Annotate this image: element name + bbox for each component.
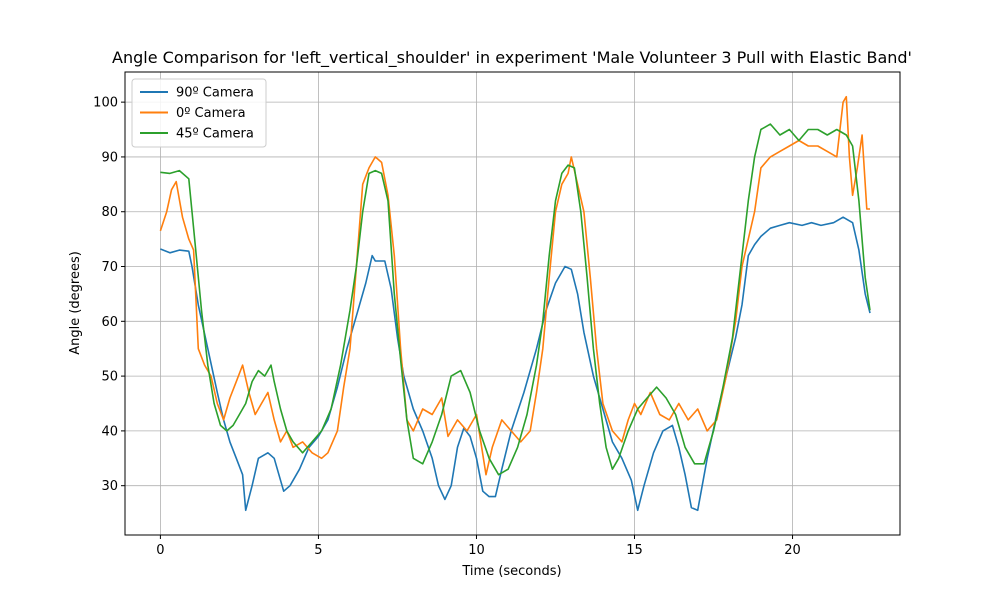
x-axis-label: Time (seconds) <box>461 564 561 579</box>
series-line-3 <box>160 123 871 476</box>
legend-label-3: 45º Camera <box>176 127 254 142</box>
y-tick-label: 100 <box>93 96 118 111</box>
y-axis-ticks: 30 40 50 60 70 80 90 100 <box>93 96 125 494</box>
series-line-1 <box>160 216 871 512</box>
y-tick-label: 70 <box>101 260 118 275</box>
y-tick-label: 80 <box>101 205 118 220</box>
legend: 90º Camera 0º Camera 45º Camera <box>131 78 267 148</box>
grid-lines <box>125 72 900 535</box>
y-tick-label: 30 <box>101 479 118 494</box>
x-tick-label: 5 <box>314 543 322 558</box>
series-line-2 <box>159 95 870 476</box>
x-tick-label: 20 <box>784 543 801 558</box>
x-tick-label: 10 <box>468 543 485 558</box>
legend-label-2: 0º Camera <box>176 106 246 121</box>
y-axis-label: Angle (degrees) <box>68 251 83 355</box>
series-lines <box>159 95 871 512</box>
legend-box <box>131 78 267 148</box>
y-tick-label: 60 <box>101 315 118 330</box>
plot-frame <box>124 71 901 536</box>
y-tick-label: 50 <box>101 370 118 385</box>
x-axis-ticks: 0 5 10 15 20 <box>156 535 801 558</box>
x-tick-label: 15 <box>626 543 643 558</box>
chart-title: Angle Comparison for 'left_vertical_shou… <box>112 48 912 68</box>
x-tick-label: 0 <box>156 543 164 558</box>
legend-label-1: 90º Camera <box>176 86 254 101</box>
y-tick-label: 90 <box>101 150 118 165</box>
y-tick-label: 40 <box>101 424 118 439</box>
